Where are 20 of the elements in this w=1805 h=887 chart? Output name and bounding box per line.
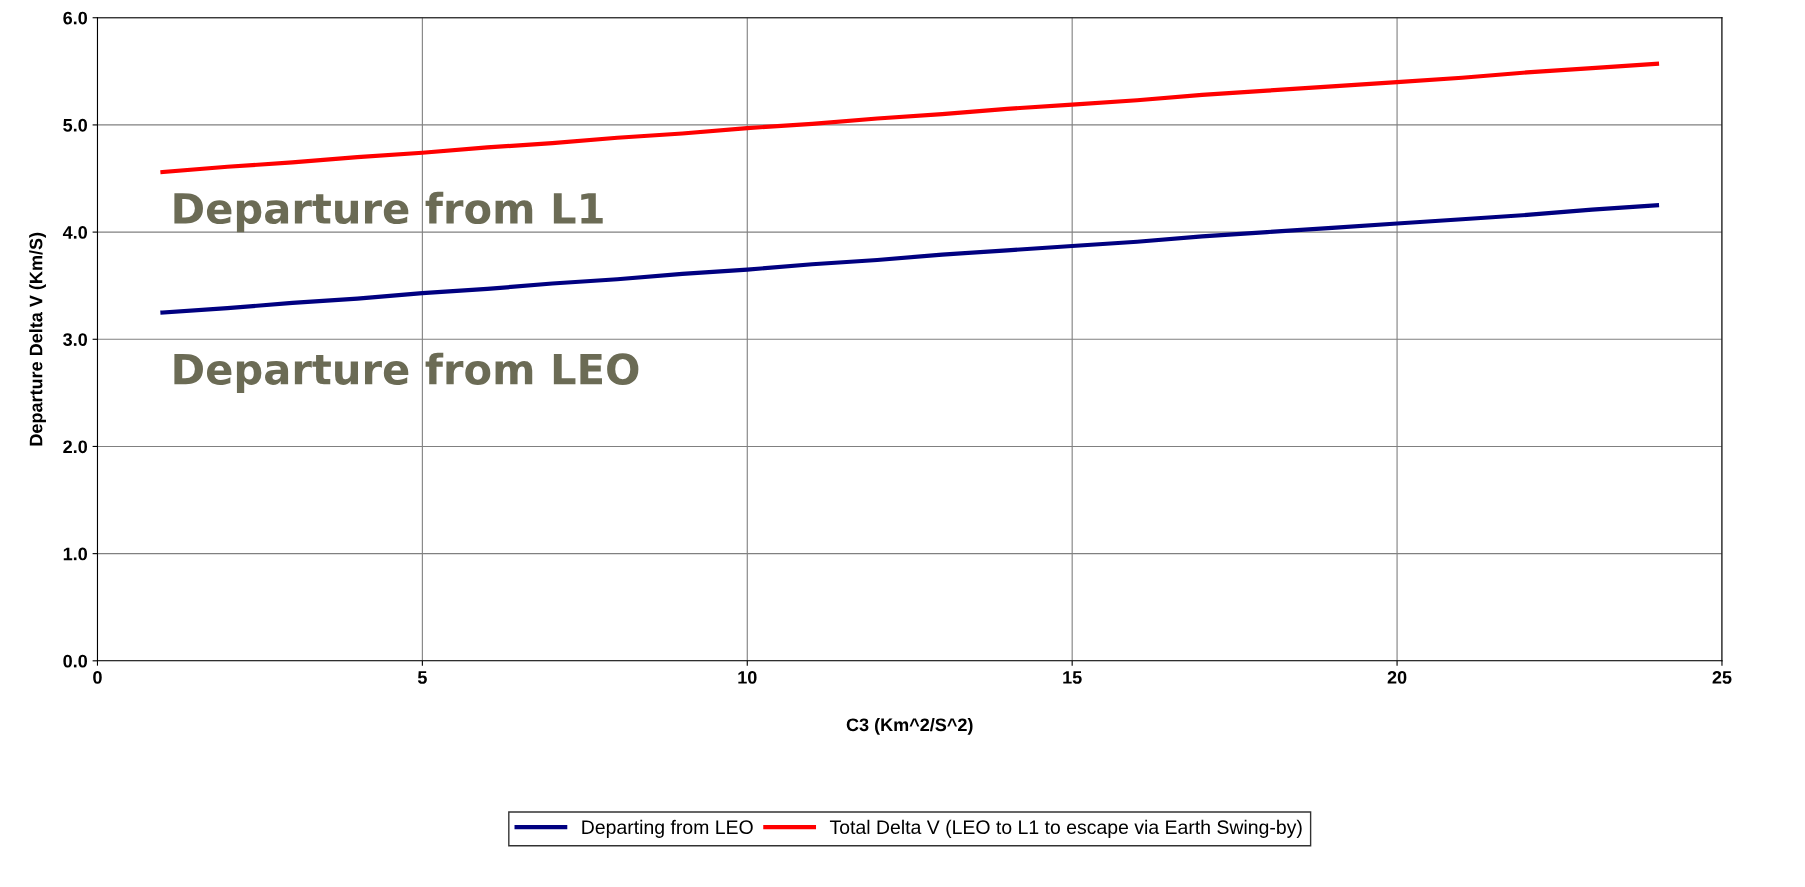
line-series [160, 61, 1660, 175]
y-tick-label: 6.0 [63, 11, 88, 25]
x-axis-title: C3 (Km^2/S^2) [846, 717, 973, 735]
x-tick-label: 0 [93, 671, 102, 684]
y-tick-label: 0.0 [63, 654, 88, 668]
y-tick-label: 3.0 [63, 333, 88, 347]
y-axis-title: Departure Delta V (Km/S) [29, 232, 46, 446]
legend-label: Departing from LEO [582, 819, 753, 838]
x-tick-label: 20 [1387, 671, 1407, 684]
x-tick-label: 5 [417, 671, 427, 684]
y-tick-label: 5.0 [63, 118, 88, 132]
annotation: Departure from L1 [174, 191, 603, 233]
x-tick-label: 15 [1063, 671, 1082, 684]
annotation: Departure from LEO [174, 352, 639, 393]
y-tick-label: 4.0 [62, 226, 88, 239]
y-tick-label: 2.0 [63, 440, 88, 454]
legend-label: Total Delta V (LEO to L1 to escape via Earth Swing-by) [829, 819, 1302, 838]
y-tick-label: 1.0 [63, 547, 88, 561]
x-tick-label: 25 [1712, 671, 1732, 684]
x-tick-label: 10 [738, 671, 757, 684]
